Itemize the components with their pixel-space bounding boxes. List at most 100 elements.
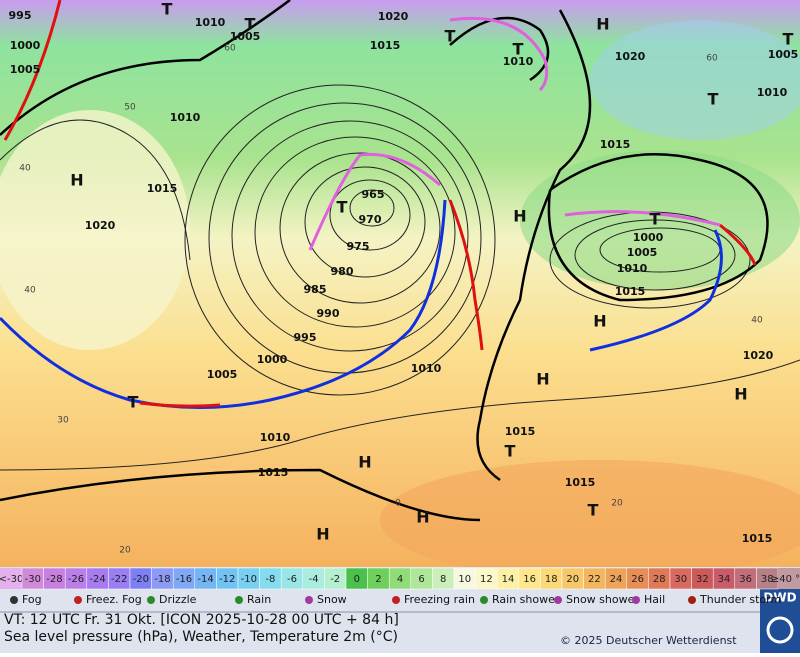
legend-label: Fog <box>22 593 42 606</box>
legend-label: Freez. Fog <box>86 593 142 606</box>
isobar-label: 1020 <box>615 50 646 63</box>
isobar-label: 970 <box>359 213 382 226</box>
legend-symbol <box>688 596 696 604</box>
scale-label: 18 <box>545 574 558 585</box>
scale-label: -16 <box>176 574 192 585</box>
isobar-label: 995 <box>9 9 32 22</box>
scale-label: 24 <box>610 574 623 585</box>
grid-label: 60 <box>224 44 236 54</box>
isobar-label: 1020 <box>378 10 409 23</box>
isobar-label: 965 <box>362 188 385 201</box>
grid-label: 20 <box>119 546 131 556</box>
isobar-label: 1010 <box>195 16 226 29</box>
legend-symbol <box>554 596 562 604</box>
occluded-front <box>308 16 721 251</box>
temperature-area <box>0 110 190 350</box>
isobar-label: 1010 <box>260 431 291 444</box>
scale-label: -2 <box>330 574 340 585</box>
scale-cell <box>0 568 22 589</box>
main-isobars <box>0 0 769 522</box>
pressure-system: H <box>358 453 371 472</box>
dwd-logo-text: DWD <box>763 591 796 605</box>
isobars <box>0 84 800 471</box>
scale-label: -28 <box>46 574 62 585</box>
scale-label: 36 <box>739 574 752 585</box>
grid-label: 40 <box>24 286 36 296</box>
legend-label: Rain shower <box>492 593 560 606</box>
scale-label: 26 <box>631 574 644 585</box>
isobar-label: 1015 <box>742 532 773 545</box>
scale-label: -12 <box>219 574 235 585</box>
scale-label: -30 <box>25 574 41 585</box>
legend-label: Drizzle <box>159 593 197 606</box>
pressure-system: H <box>416 508 429 527</box>
isobar-label: 1010 <box>411 362 442 375</box>
isobar-label: 1005 <box>230 30 261 43</box>
scale-label: -20 <box>133 574 149 585</box>
scale-label: 10 <box>458 574 471 585</box>
grid-label: 50 <box>124 103 136 113</box>
warm-front <box>139 199 484 408</box>
scale-label: 14 <box>502 574 515 585</box>
scale-label: 20 <box>566 574 579 585</box>
isobar-label: 1015 <box>505 425 536 438</box>
product-description: Sea level pressure (hPa), Weather, Tempe… <box>4 629 398 645</box>
scale-label: 2 <box>375 574 381 585</box>
isobar-label: 1010 <box>617 262 648 275</box>
isobar-label: 1005 <box>10 63 41 76</box>
valid-time: VT: 12 UTC Fr. 31 Okt. [ICON 2025-10-28 … <box>4 612 399 628</box>
isobar-label: 1015 <box>600 138 631 151</box>
scale-label: 0 <box>354 574 360 585</box>
pressure-system: T <box>783 30 794 49</box>
isobar-label: 980 <box>331 265 354 278</box>
pressure-system: T <box>245 15 256 34</box>
isobar-label: 990 <box>317 307 340 320</box>
warm-front <box>3 0 757 266</box>
pressure-system: T <box>162 0 173 19</box>
grid-label: 20 <box>611 499 623 509</box>
isobar-label: 1000 <box>257 353 288 366</box>
legend-symbol <box>392 596 400 604</box>
pressure-system: T <box>588 501 599 520</box>
pressure-system: H <box>536 370 549 389</box>
grid-label: 60 <box>706 54 718 64</box>
pressure-system: H <box>316 525 329 544</box>
grid-label: 30 <box>57 416 69 426</box>
copyright: © 2025 Deutscher Wetterdienst <box>560 634 737 647</box>
scale-label: -18 <box>154 574 170 585</box>
legend-label: Hail <box>644 593 665 606</box>
scale-label: 38 <box>761 574 774 585</box>
scale-cell <box>778 568 800 589</box>
pressure-system: T <box>128 393 139 412</box>
legend-symbol <box>147 596 155 604</box>
scale-label: 34 <box>718 574 731 585</box>
cold-front <box>0 199 447 409</box>
scale-label: -24 <box>89 574 105 585</box>
isobar-label: 995 <box>294 331 317 344</box>
isobar-label: 1005 <box>768 48 799 61</box>
scale-label: -26 <box>68 574 84 585</box>
temperature-area <box>380 460 800 580</box>
pressure-system: H <box>596 15 609 34</box>
legend-label: Snow shower <box>566 593 639 606</box>
legend-symbol <box>632 596 640 604</box>
isobar-label: 1015 <box>258 466 289 479</box>
grid-label: 40 <box>19 164 31 174</box>
isobar-label: 1005 <box>627 246 658 259</box>
isobar-label: 1015 <box>147 182 178 195</box>
scale-label: -10 <box>241 574 257 585</box>
grid-label: 40 <box>751 316 763 326</box>
isobar-label: 1005 <box>207 368 238 381</box>
scale-label: -6 <box>287 574 297 585</box>
pressure-system: T <box>650 210 661 229</box>
legend-label: Thunder storm <box>699 593 781 606</box>
scale-label: 32 <box>696 574 709 585</box>
isobar-label: 1020 <box>743 349 774 362</box>
isobar-label: 1000 <box>633 231 664 244</box>
scale-label: -14 <box>197 574 213 585</box>
scale-label: -4 <box>309 574 319 585</box>
legend-label: Freezing rain <box>404 593 475 606</box>
scale-label: 30 <box>674 574 687 585</box>
scale-label: 28 <box>653 574 666 585</box>
